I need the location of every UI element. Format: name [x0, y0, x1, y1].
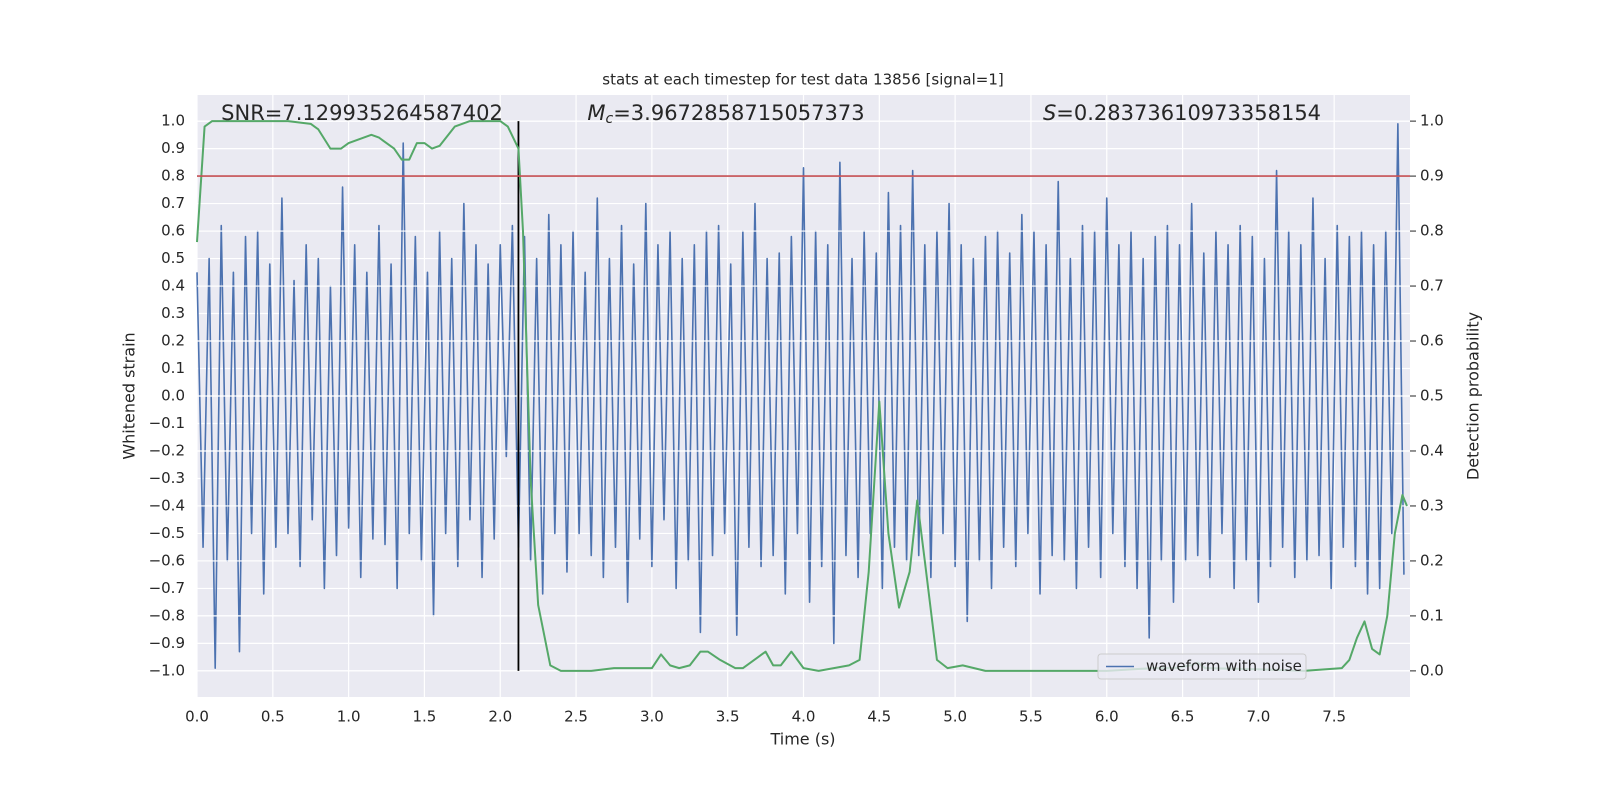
y2-tick-label: 0.9 [1420, 167, 1444, 185]
x-tick-label: 1.0 [337, 708, 361, 726]
y-tick-label: 0.8 [161, 167, 185, 185]
y2-tick-label: 0.2 [1420, 551, 1444, 569]
x-tick-label: 7.0 [1246, 708, 1270, 726]
y-tick-label: −0.8 [149, 606, 185, 624]
x-tick-label: 5.5 [1019, 708, 1043, 726]
x-tick-label: 6.5 [1171, 708, 1195, 726]
y-tick-label: −0.9 [149, 634, 185, 652]
y-tick-label: −0.2 [149, 441, 185, 459]
y-tick-label: 0.5 [161, 249, 185, 267]
y2-tick-label: 0.8 [1420, 222, 1444, 240]
y-tick-label: −0.1 [149, 414, 185, 432]
y2-tick-label: 0.6 [1420, 332, 1444, 350]
annotation-text: =3.9672858715057373 [613, 101, 864, 125]
x-tick-label: 1.5 [413, 708, 437, 726]
x-tick-label: 0.5 [261, 708, 285, 726]
x-tick-label: 2.5 [564, 708, 588, 726]
legend-box [1097, 653, 1307, 680]
annotation-text: =0.28373610973358154 [1056, 101, 1321, 125]
x-tick-label: 4.0 [792, 708, 816, 726]
y-tick-label: 0.0 [161, 387, 185, 405]
y-tick-label: 0.1 [161, 359, 185, 377]
annotation-symbol: S [1043, 101, 1056, 125]
x-tick-label: 7.5 [1322, 708, 1346, 726]
annotation: SNR=7.129935264587402 [221, 101, 503, 125]
y-tick-label: −0.5 [149, 524, 185, 542]
annotation: S=0.28373610973358154 [1043, 101, 1321, 125]
y2-tick-label: 0.0 [1420, 661, 1444, 679]
annotation-symbol: M [587, 101, 605, 125]
x-axis-label: Time (s) [769, 730, 835, 749]
y-tick-label: 1.0 [161, 112, 185, 130]
y2-tick-label: 0.7 [1420, 277, 1444, 295]
x-tick-label: 4.5 [867, 708, 891, 726]
annotation-subscript: c [606, 111, 614, 127]
y-tick-label: −0.3 [149, 469, 185, 487]
y2-tick-label: 1.0 [1420, 112, 1444, 130]
y-tick-label: 0.7 [161, 194, 185, 212]
y-tick-label: −0.7 [149, 579, 185, 597]
data-line [196, 123, 1405, 669]
chart-title: stats at each timestep for test data 138… [602, 71, 1003, 89]
x-tick-label: 6.0 [1095, 708, 1119, 726]
y-tick-label: 0.4 [161, 277, 185, 295]
x-tick-label: 2.0 [488, 708, 512, 726]
y2-tick-label: 0.3 [1420, 496, 1444, 514]
x-tick-label: 5.0 [943, 708, 967, 726]
y-tick-label: −0.6 [149, 551, 185, 569]
y-axis-label: Whitened strain [120, 332, 139, 459]
y2-tick-label: 0.1 [1420, 606, 1444, 624]
y-tick-label: 0.9 [161, 139, 185, 157]
y2-tick-label: 0.5 [1420, 387, 1444, 405]
y2-axis-label: Detection probability [1464, 312, 1483, 480]
y2-tick-label: 0.4 [1420, 441, 1444, 459]
y-tick-label: 0.2 [161, 332, 185, 350]
x-tick-label: 3.0 [640, 708, 664, 726]
x-tick-label: 0.0 [185, 708, 209, 726]
x-tick-label: 3.5 [716, 708, 740, 726]
annotation: Mc=3.9672858715057373 [587, 101, 864, 127]
annotation-text: SNR=7.129935264587402 [221, 101, 503, 125]
y-tick-label: 0.3 [161, 304, 185, 322]
y-tick-label: 0.6 [161, 222, 185, 240]
legend-label: waveform with noise [1146, 657, 1302, 675]
y-tick-label: −0.4 [149, 496, 185, 514]
y-tick-label: −1.0 [149, 661, 185, 679]
